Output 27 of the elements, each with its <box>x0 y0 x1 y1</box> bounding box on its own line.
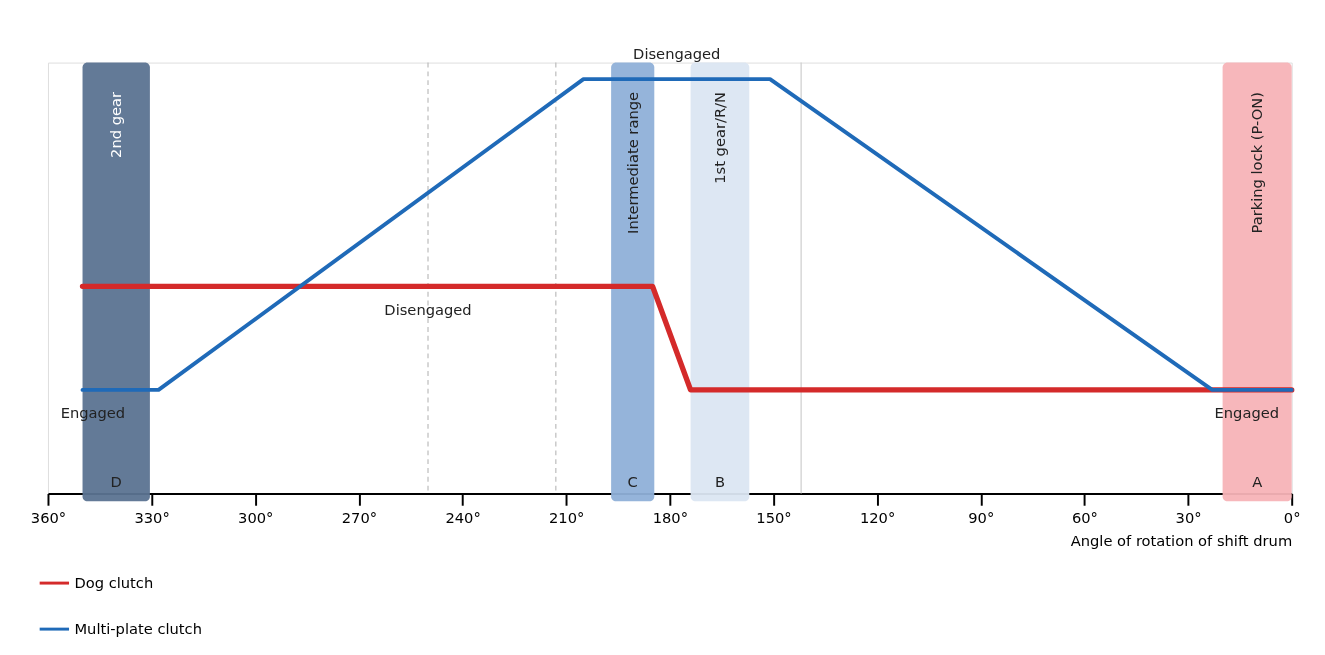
band-label: 2nd gear <box>107 91 125 158</box>
annotation: Disengaged <box>384 300 472 318</box>
x-tick-label: 120° <box>859 509 896 527</box>
x-tick-label: 150° <box>756 509 792 527</box>
x-tick-label: 60° <box>1071 509 1098 527</box>
annotation: C <box>627 472 638 490</box>
x-tick-label: 0° <box>1283 509 1301 527</box>
band-label: Intermediate range <box>623 91 641 234</box>
x-tick-label: 330° <box>134 509 170 527</box>
band-label: Parking lock (P-ON) <box>1248 91 1266 234</box>
x-tick-label: 210° <box>549 509 585 527</box>
x-tick-label: 90° <box>968 509 995 527</box>
annotation: A <box>1252 472 1263 490</box>
x-tick-label: 360° <box>30 509 67 527</box>
x-axis-title: Angle of rotation of shift drum <box>1070 531 1293 549</box>
annotation: D <box>110 472 122 490</box>
x-tick-label: 300° <box>238 509 274 527</box>
annotation: B <box>714 472 725 490</box>
x-tick-label: 270° <box>341 509 378 527</box>
annotation: Engaged <box>1214 404 1280 422</box>
x-tick-label: 30° <box>1175 509 1202 527</box>
annotation: Disengaged <box>633 44 721 62</box>
legend-label: Multi-plate clutch <box>74 620 202 638</box>
x-tick-label: 240° <box>445 509 481 527</box>
band-label: 1st gear/R/N <box>710 91 728 184</box>
legend-label: Dog clutch <box>74 573 154 591</box>
x-tick-label: 180° <box>652 509 689 527</box>
